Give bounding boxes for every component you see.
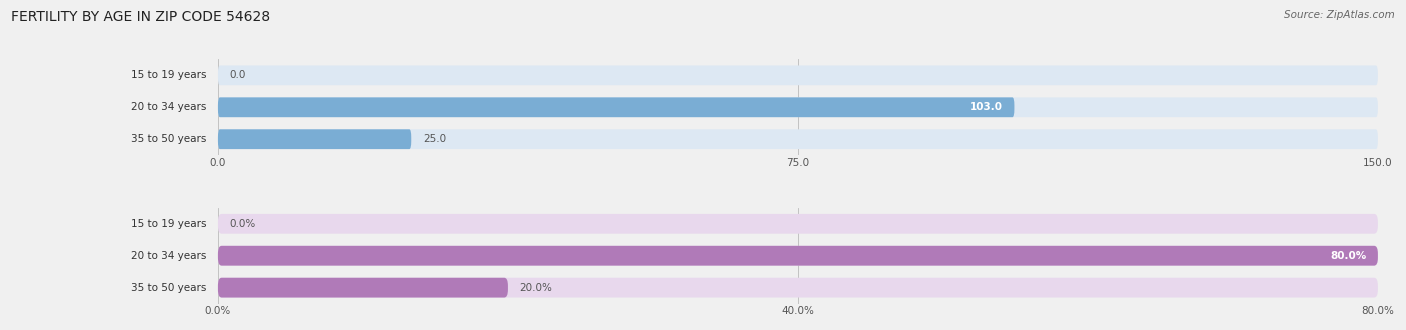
FancyBboxPatch shape xyxy=(218,246,1378,266)
FancyBboxPatch shape xyxy=(218,97,1378,117)
Text: 20 to 34 years: 20 to 34 years xyxy=(131,251,207,261)
Text: Source: ZipAtlas.com: Source: ZipAtlas.com xyxy=(1284,10,1395,20)
FancyBboxPatch shape xyxy=(218,65,1378,85)
Text: 0.0: 0.0 xyxy=(229,70,246,81)
FancyBboxPatch shape xyxy=(218,129,1378,149)
Text: 0.0%: 0.0% xyxy=(229,219,256,229)
FancyBboxPatch shape xyxy=(218,246,1378,266)
FancyBboxPatch shape xyxy=(218,214,1378,234)
FancyBboxPatch shape xyxy=(218,97,1014,117)
Text: 103.0: 103.0 xyxy=(970,102,1002,112)
Text: 20 to 34 years: 20 to 34 years xyxy=(131,102,207,112)
Text: 15 to 19 years: 15 to 19 years xyxy=(131,219,207,229)
FancyBboxPatch shape xyxy=(218,278,1378,298)
FancyBboxPatch shape xyxy=(218,129,412,149)
Text: FERTILITY BY AGE IN ZIP CODE 54628: FERTILITY BY AGE IN ZIP CODE 54628 xyxy=(11,10,270,24)
Text: 35 to 50 years: 35 to 50 years xyxy=(131,134,207,144)
FancyBboxPatch shape xyxy=(218,278,508,298)
Text: 20.0%: 20.0% xyxy=(520,282,553,293)
Text: 25.0: 25.0 xyxy=(423,134,446,144)
Text: 80.0%: 80.0% xyxy=(1330,251,1367,261)
Text: 15 to 19 years: 15 to 19 years xyxy=(131,70,207,81)
Text: 35 to 50 years: 35 to 50 years xyxy=(131,282,207,293)
